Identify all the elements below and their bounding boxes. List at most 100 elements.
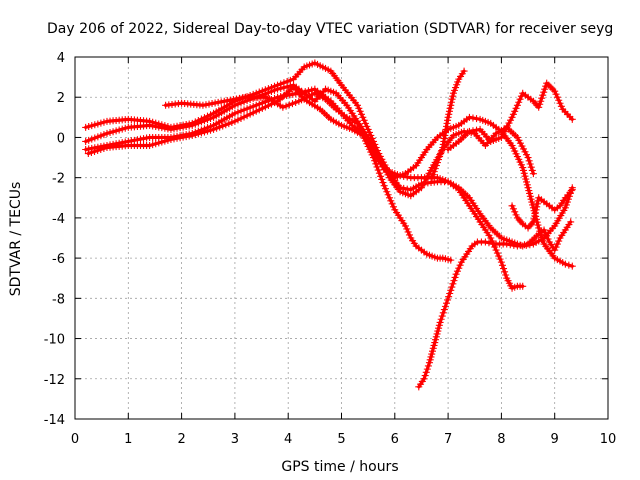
data-point (261, 103, 269, 111)
data-point (237, 114, 245, 122)
data-point (220, 97, 228, 105)
data-point (94, 147, 102, 155)
data-point (437, 150, 445, 158)
data-point (264, 102, 272, 110)
data-point (109, 128, 117, 136)
data-point (82, 146, 90, 154)
data-point (202, 101, 210, 109)
data-point (176, 124, 184, 132)
data-point (403, 225, 411, 233)
data-point (185, 122, 193, 130)
data-point (512, 211, 520, 219)
data-point (152, 123, 160, 131)
y-tick-label: 2 (57, 91, 65, 106)
data-point (404, 228, 412, 236)
data-point (403, 173, 411, 181)
data-point (557, 102, 565, 110)
data-point (359, 113, 367, 121)
data-point (179, 133, 187, 141)
data-point (568, 115, 576, 123)
data-point (447, 286, 455, 294)
data-point (473, 126, 481, 134)
data-point (217, 98, 225, 106)
data-point (385, 194, 393, 202)
data-point (231, 117, 239, 125)
data-point (149, 122, 157, 130)
data-point (511, 208, 519, 216)
data-point (288, 100, 296, 108)
data-point (529, 218, 537, 226)
data-point (437, 315, 445, 323)
x-axis-label: GPS time / hours (281, 459, 398, 475)
data-point (234, 108, 242, 116)
data-point (542, 82, 550, 90)
data-point (460, 67, 468, 75)
series-markers (508, 186, 576, 232)
data-point (383, 188, 391, 196)
y-tick-label: -12 (44, 373, 65, 388)
data-point (452, 270, 460, 278)
data-point (91, 134, 99, 142)
data-point (517, 92, 525, 100)
x-tick-label: 6 (391, 432, 399, 447)
y-tick-label: -8 (52, 292, 65, 307)
data-point (197, 129, 205, 137)
data-point (161, 124, 169, 132)
data-point (91, 121, 99, 129)
data-point (255, 106, 263, 114)
data-point (182, 123, 190, 131)
y-axis-label: SDTVAR / TECUs (8, 182, 24, 297)
data-point (544, 235, 552, 243)
data-point (112, 127, 120, 135)
data-point (500, 265, 508, 273)
data-point (553, 93, 561, 101)
data-point (213, 124, 221, 132)
data-point (449, 92, 457, 100)
data-point (541, 85, 549, 93)
data-point (140, 135, 148, 143)
data-point (511, 107, 519, 115)
data-point (527, 163, 535, 171)
data-point (258, 104, 266, 112)
data-point (267, 87, 275, 95)
data-point (530, 215, 538, 223)
data-point (289, 90, 297, 98)
series-sat-6 (415, 218, 575, 391)
data-point (179, 123, 187, 131)
data-point (88, 122, 96, 130)
data-point (252, 107, 260, 115)
data-point (301, 88, 309, 96)
data-point (513, 242, 521, 250)
data-point (285, 101, 293, 109)
data-point (374, 166, 382, 174)
data-point (170, 125, 178, 133)
data-point (100, 131, 108, 139)
data-point (87, 149, 95, 157)
data-point (304, 87, 312, 95)
data-point (449, 280, 457, 288)
data-point (387, 197, 395, 205)
data-point (400, 184, 408, 192)
data-point (529, 170, 537, 178)
data-point (231, 109, 239, 117)
data-point (118, 125, 126, 133)
data-point (424, 362, 432, 370)
data-point (555, 237, 563, 245)
data-point (450, 277, 458, 285)
data-point (283, 83, 291, 91)
data-point (155, 139, 163, 147)
data-point (200, 128, 208, 136)
data-point (226, 96, 234, 104)
data-point (423, 365, 431, 373)
x-tick-label: 5 (337, 432, 345, 447)
data-point (106, 129, 114, 137)
data-point (552, 243, 560, 251)
data-point (421, 372, 429, 380)
data-point (185, 132, 193, 140)
data-point (401, 222, 409, 230)
data-point (100, 145, 108, 153)
data-point (489, 239, 497, 247)
data-point (430, 168, 438, 176)
axis-ticks (74, 56, 609, 420)
data-point (377, 172, 385, 180)
